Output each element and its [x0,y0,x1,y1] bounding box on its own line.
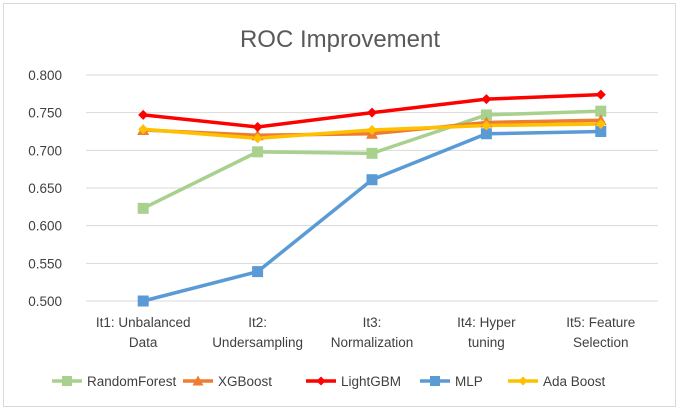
legend-label-lightgbm: LightGBM [341,374,401,389]
legend-label-randomforest: RandomForest [87,374,177,389]
x-category-label: It5: Feature Selection [566,315,635,350]
legend-label-mlp: MLP [455,374,483,389]
data-point-ada-boost [481,120,492,131]
y-tick-label: 0.500 [28,294,62,309]
data-point-ada-boost [252,133,263,144]
x-category-label: It4: Hyper tuning [457,315,516,350]
data-point-mlp [137,295,149,307]
chart-title: ROC Improvement [240,26,440,53]
y-tick-label: 0.550 [28,256,62,271]
legend-label-ada-boost: Ada Boost [543,374,606,389]
data-point-randomforest [137,202,149,214]
y-tick-label: 0.650 [28,181,62,196]
data-point-lightgbm [481,94,492,105]
legend-marker-randomforest [62,376,72,386]
data-point-lightgbm [252,121,263,132]
data-point-mlp [252,266,264,278]
data-point-randomforest [252,146,264,158]
data-point-randomforest [366,147,378,159]
data-point-lightgbm [367,107,377,118]
legend-marker-ada-boost [518,376,528,386]
data-point-ada-boost [595,118,606,129]
y-tick-label: 0.600 [28,219,62,234]
legend-marker-xgboost [192,375,204,386]
data-point-lightgbm [595,89,606,100]
legend-marker-mlp [430,376,440,386]
y-tick-label: 0.800 [28,68,62,83]
y-tick-label: 0.700 [28,143,62,158]
y-tick-label: 0.750 [28,106,62,121]
legend-marker-lightgbm [316,376,326,386]
x-category-label: It1: Unbalanced Data [96,315,191,350]
data-point-ada-boost [367,124,377,135]
x-category-label: It3: Normalization [331,315,414,350]
legend-label-xgboost: XGBoost [218,374,272,389]
data-point-mlp [366,174,378,186]
data-point-lightgbm [138,109,149,120]
x-category-label: It2: Undersampling [212,315,303,350]
data-point-ada-boost [138,124,149,135]
